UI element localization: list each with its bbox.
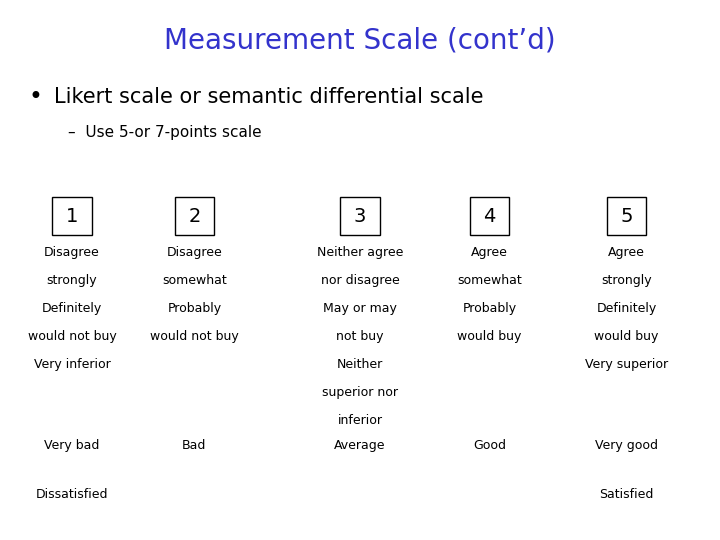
Text: Disagree: Disagree bbox=[166, 246, 222, 259]
Text: somewhat: somewhat bbox=[162, 274, 227, 287]
Text: –  Use 5-or 7-points scale: – Use 5-or 7-points scale bbox=[68, 125, 262, 140]
FancyBboxPatch shape bbox=[340, 197, 380, 235]
Text: Very bad: Very bad bbox=[45, 439, 99, 452]
Text: Good: Good bbox=[473, 439, 506, 452]
Text: Dissatisfied: Dissatisfied bbox=[36, 488, 108, 501]
Text: strongly: strongly bbox=[47, 274, 97, 287]
Text: Agree: Agree bbox=[608, 246, 645, 259]
Text: Very superior: Very superior bbox=[585, 358, 668, 371]
Text: strongly: strongly bbox=[601, 274, 652, 287]
FancyBboxPatch shape bbox=[606, 197, 647, 235]
Text: Disagree: Disagree bbox=[44, 246, 100, 259]
Text: Satisfied: Satisfied bbox=[599, 488, 654, 501]
FancyBboxPatch shape bbox=[175, 197, 215, 235]
Text: 5: 5 bbox=[620, 206, 633, 226]
Text: would not buy: would not buy bbox=[27, 330, 117, 343]
FancyBboxPatch shape bbox=[470, 197, 510, 235]
Text: 4: 4 bbox=[483, 206, 496, 226]
Text: Very inferior: Very inferior bbox=[34, 358, 110, 371]
Text: not buy: not buy bbox=[336, 330, 384, 343]
Text: somewhat: somewhat bbox=[457, 274, 522, 287]
Text: would buy: would buy bbox=[457, 330, 522, 343]
Text: Neither: Neither bbox=[337, 358, 383, 371]
Text: nor disagree: nor disagree bbox=[320, 274, 400, 287]
Text: Probably: Probably bbox=[462, 302, 517, 315]
Text: 2: 2 bbox=[188, 206, 201, 226]
Text: Agree: Agree bbox=[471, 246, 508, 259]
Text: Probably: Probably bbox=[167, 302, 222, 315]
Text: Bad: Bad bbox=[182, 439, 207, 452]
Text: inferior: inferior bbox=[338, 414, 382, 427]
Text: Measurement Scale (cont’d): Measurement Scale (cont’d) bbox=[164, 26, 556, 55]
Text: Likert scale or semantic differential scale: Likert scale or semantic differential sc… bbox=[54, 87, 484, 107]
Text: •: • bbox=[29, 85, 42, 109]
Text: Very good: Very good bbox=[595, 439, 658, 452]
Text: May or may: May or may bbox=[323, 302, 397, 315]
Text: 3: 3 bbox=[354, 206, 366, 226]
Text: Neither agree: Neither agree bbox=[317, 246, 403, 259]
Text: Average: Average bbox=[334, 439, 386, 452]
Text: would not buy: would not buy bbox=[150, 330, 239, 343]
Text: Definitely: Definitely bbox=[42, 302, 102, 315]
Text: 1: 1 bbox=[66, 206, 78, 226]
Text: Definitely: Definitely bbox=[596, 302, 657, 315]
Text: superior nor: superior nor bbox=[322, 386, 398, 399]
Text: would buy: would buy bbox=[594, 330, 659, 343]
FancyBboxPatch shape bbox=[53, 197, 92, 235]
